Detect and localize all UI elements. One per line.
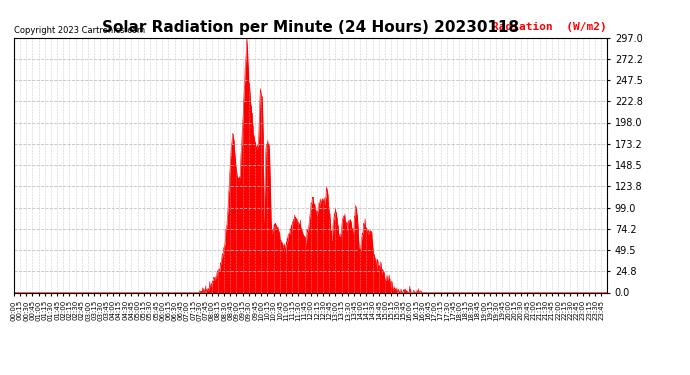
Title: Solar Radiation per Minute (24 Hours) 20230118: Solar Radiation per Minute (24 Hours) 20… (102, 20, 519, 35)
Text: Radiation  (W/m2): Radiation (W/m2) (493, 22, 607, 32)
Text: Copyright 2023 Cartronics.com: Copyright 2023 Cartronics.com (14, 26, 145, 35)
